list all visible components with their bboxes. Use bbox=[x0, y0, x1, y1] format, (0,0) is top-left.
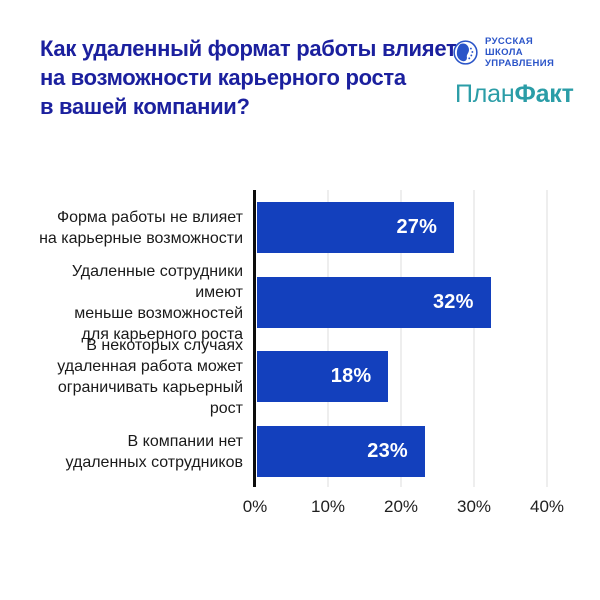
x-tick: 10% bbox=[310, 497, 346, 516]
category-label: В компании нет удаленных сотрудников bbox=[65, 432, 243, 471]
page-title: Как удаленный формат работы влияет на во… bbox=[40, 36, 457, 119]
planfact-logo-part1: План bbox=[455, 80, 515, 108]
bar-sometimes-limits-growth: 18% bbox=[257, 351, 389, 402]
plot-area: 27% 32% 18% 23% bbox=[253, 190, 548, 487]
bar-value-label: 18% bbox=[330, 365, 372, 387]
bar-form-no-influence: 27% bbox=[257, 202, 455, 253]
rsu-logo-face-icon bbox=[453, 40, 478, 65]
bar-no-remote-employees: 23% bbox=[257, 426, 425, 477]
gridline-30pct bbox=[473, 190, 475, 487]
gridline-10pct bbox=[327, 190, 329, 487]
bar-value-label: 27% bbox=[396, 216, 438, 238]
x-tick: 30% bbox=[456, 497, 492, 516]
category-label: В некоторых случаях удаленная работа мож… bbox=[57, 336, 243, 417]
x-tick: 20% bbox=[383, 497, 419, 516]
bar-value-label: 32% bbox=[432, 291, 474, 313]
x-tick: 40% bbox=[529, 497, 565, 516]
x-axis-ticks: 0% 10% 20% 30% 40% bbox=[243, 497, 564, 517]
planfact-logo-part2: Факт bbox=[514, 80, 574, 108]
category-label: Форма работы не влияет на карьерные возм… bbox=[39, 208, 243, 247]
y-axis-line bbox=[253, 190, 256, 487]
bar-value-label: 23% bbox=[367, 440, 408, 462]
x-tick: 0% bbox=[242, 497, 268, 516]
category-label: Удаленные сотрудники имеют меньше возмож… bbox=[71, 262, 243, 343]
rsu-logo-text: РУССКАЯ ШКОЛА УПРАВЛЕНИЯ bbox=[485, 36, 555, 69]
gridline-40pct bbox=[546, 190, 548, 487]
bar-remote-fewer-opportunities: 32% bbox=[257, 277, 491, 328]
gridline-20pct bbox=[400, 190, 402, 487]
planfact-logo: ПланФакт bbox=[455, 80, 574, 108]
rsu-logo: РУССКАЯ ШКОЛА УПРАВЛЕНИЯ bbox=[453, 36, 554, 69]
